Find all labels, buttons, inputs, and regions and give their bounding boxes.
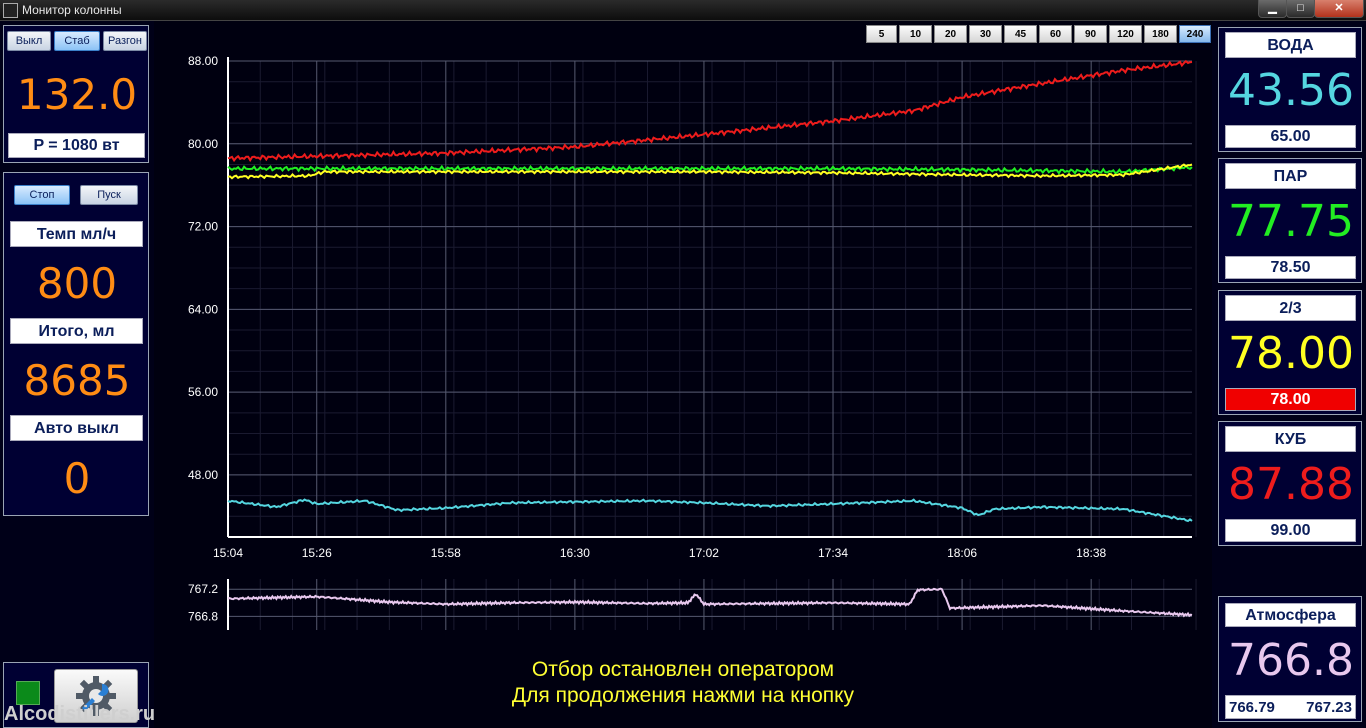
maximize-button[interactable]: □	[1286, 0, 1315, 18]
sensor-setpoint[interactable]: 78.50	[1225, 256, 1356, 279]
title-bar: Монитор колонны ▁ □ ✕	[0, 0, 1366, 21]
sensor-setpoint[interactable]: 99.00	[1225, 519, 1356, 542]
status-panel	[3, 662, 149, 728]
sensor-value: 43.56	[1228, 65, 1354, 116]
range-button-120[interactable]: 120	[1109, 25, 1142, 43]
sensor-value: 77.75	[1228, 196, 1354, 247]
sensor-label: ВОДА	[1225, 32, 1356, 58]
sensor-setpoint[interactable]: 65.00	[1225, 125, 1356, 148]
x-tick-label: 15:26	[302, 546, 332, 560]
range-button-90[interactable]: 90	[1074, 25, 1107, 43]
sensor-panel-3: 2/3 78.00 78.00	[1218, 290, 1362, 415]
range-button-10[interactable]: 10	[899, 25, 932, 43]
atmosphere-range: 766.79 767.23	[1225, 695, 1356, 719]
settings-gear-icon	[76, 676, 116, 716]
atmosphere-panel: Атмосфера 766.8 766.79 767.23	[1218, 596, 1362, 722]
auto-off-value: 0	[63, 454, 91, 503]
y-tick-label: 56.00	[188, 385, 218, 399]
pressure-line	[227, 587, 1193, 618]
y-tick-label: 72.00	[188, 220, 218, 234]
power-panel: Выкл Стаб Разгон 132.0 P = 1080 вт	[3, 25, 149, 163]
chart-area	[154, 21, 1212, 728]
temperature-chart: 88.00 80.00 72.00 64.00 56.00 48.00 15:04 15:26…	[188, 54, 1197, 560]
auto-off-label: Авто выкл	[10, 415, 143, 441]
y-tick-label: 80.00	[188, 137, 218, 151]
x-tick-label: 18:38	[1076, 546, 1106, 560]
rate-value: 800	[36, 259, 118, 308]
minimize-button[interactable]: ▁	[1258, 0, 1287, 18]
start-button[interactable]: Пуск	[80, 185, 138, 205]
range-button-5[interactable]: 5	[866, 25, 897, 43]
atmosphere-max: 767.23	[1306, 699, 1352, 716]
settings-button[interactable]	[54, 669, 138, 723]
series-line-3	[227, 163, 1193, 180]
sensor-value: 78.00	[1228, 328, 1354, 379]
y-tick-label: 767.2	[188, 582, 218, 596]
rate-label: Темп мл/ч	[10, 221, 143, 247]
stop-button[interactable]: Стоп	[14, 185, 70, 205]
pressure-chart: 767.2 766.8	[188, 579, 1197, 630]
close-button[interactable]: ✕	[1314, 0, 1364, 18]
range-button-180[interactable]: 180	[1144, 25, 1177, 43]
y-tick-label: 88.00	[188, 54, 218, 68]
atmosphere-label: Атмосфера	[1225, 603, 1356, 627]
sensor-panel-4: КУБ 87.88 99.00	[1218, 421, 1362, 546]
series-line-4	[227, 498, 1193, 523]
range-button-20[interactable]: 20	[934, 25, 967, 43]
x-tick-label: 16:30	[560, 546, 590, 560]
y-tick-label: 64.00	[188, 302, 218, 316]
watermark: Alcodistillers.ru	[4, 703, 156, 725]
window-title: Монитор колонны	[22, 3, 122, 17]
sensor-setpoint[interactable]: 78.00	[1225, 388, 1356, 411]
stabilize-button[interactable]: Стаб	[54, 31, 100, 51]
sensor-panel-1: ВОДА 43.56 65.00	[1218, 27, 1362, 152]
status-message-line1: Отбор остановлен оператором	[531, 658, 835, 681]
x-tick-label: 18:06	[947, 546, 977, 560]
atmosphere-min: 766.79	[1229, 699, 1275, 716]
power-label: P = 1080 вт	[8, 133, 145, 158]
range-button-60[interactable]: 60	[1039, 25, 1072, 43]
y-tick-label: 48.00	[188, 468, 218, 482]
x-tick-label: 17:02	[689, 546, 719, 560]
sensor-label: КУБ	[1225, 426, 1356, 452]
sensor-label: ПАР	[1225, 163, 1356, 189]
status-indicator	[16, 681, 40, 705]
power-off-button[interactable]: Выкл	[7, 31, 51, 51]
series-line-2	[227, 164, 1193, 175]
sensor-value: 87.88	[1228, 459, 1354, 510]
series-line-1	[227, 59, 1193, 163]
range-button-30[interactable]: 30	[969, 25, 1002, 43]
total-value: 8685	[23, 356, 131, 405]
atmosphere-value: 766.8	[1228, 635, 1354, 686]
total-label: Итого, мл	[10, 318, 143, 344]
y-tick-label: 766.8	[188, 609, 218, 623]
heat-up-button[interactable]: Разгон	[103, 31, 147, 51]
status-message-line2: Для продолжения нажми на кнопку	[511, 684, 855, 707]
sensor-label: 2/3	[1225, 295, 1356, 321]
app-icon	[3, 3, 18, 18]
x-tick-label: 17:34	[818, 546, 848, 560]
range-button-45[interactable]: 45	[1004, 25, 1037, 43]
x-tick-label: 15:04	[213, 546, 243, 560]
draw-panel: Стоп Пуск Темп мл/ч 800 Итого, мл 8685 А…	[3, 172, 149, 516]
range-button-240[interactable]: 240	[1179, 25, 1211, 43]
sensor-panel-2: ПАР 77.75 78.50	[1218, 158, 1362, 283]
power-value: 132.0	[16, 70, 138, 119]
x-tick-label: 15:58	[431, 546, 461, 560]
